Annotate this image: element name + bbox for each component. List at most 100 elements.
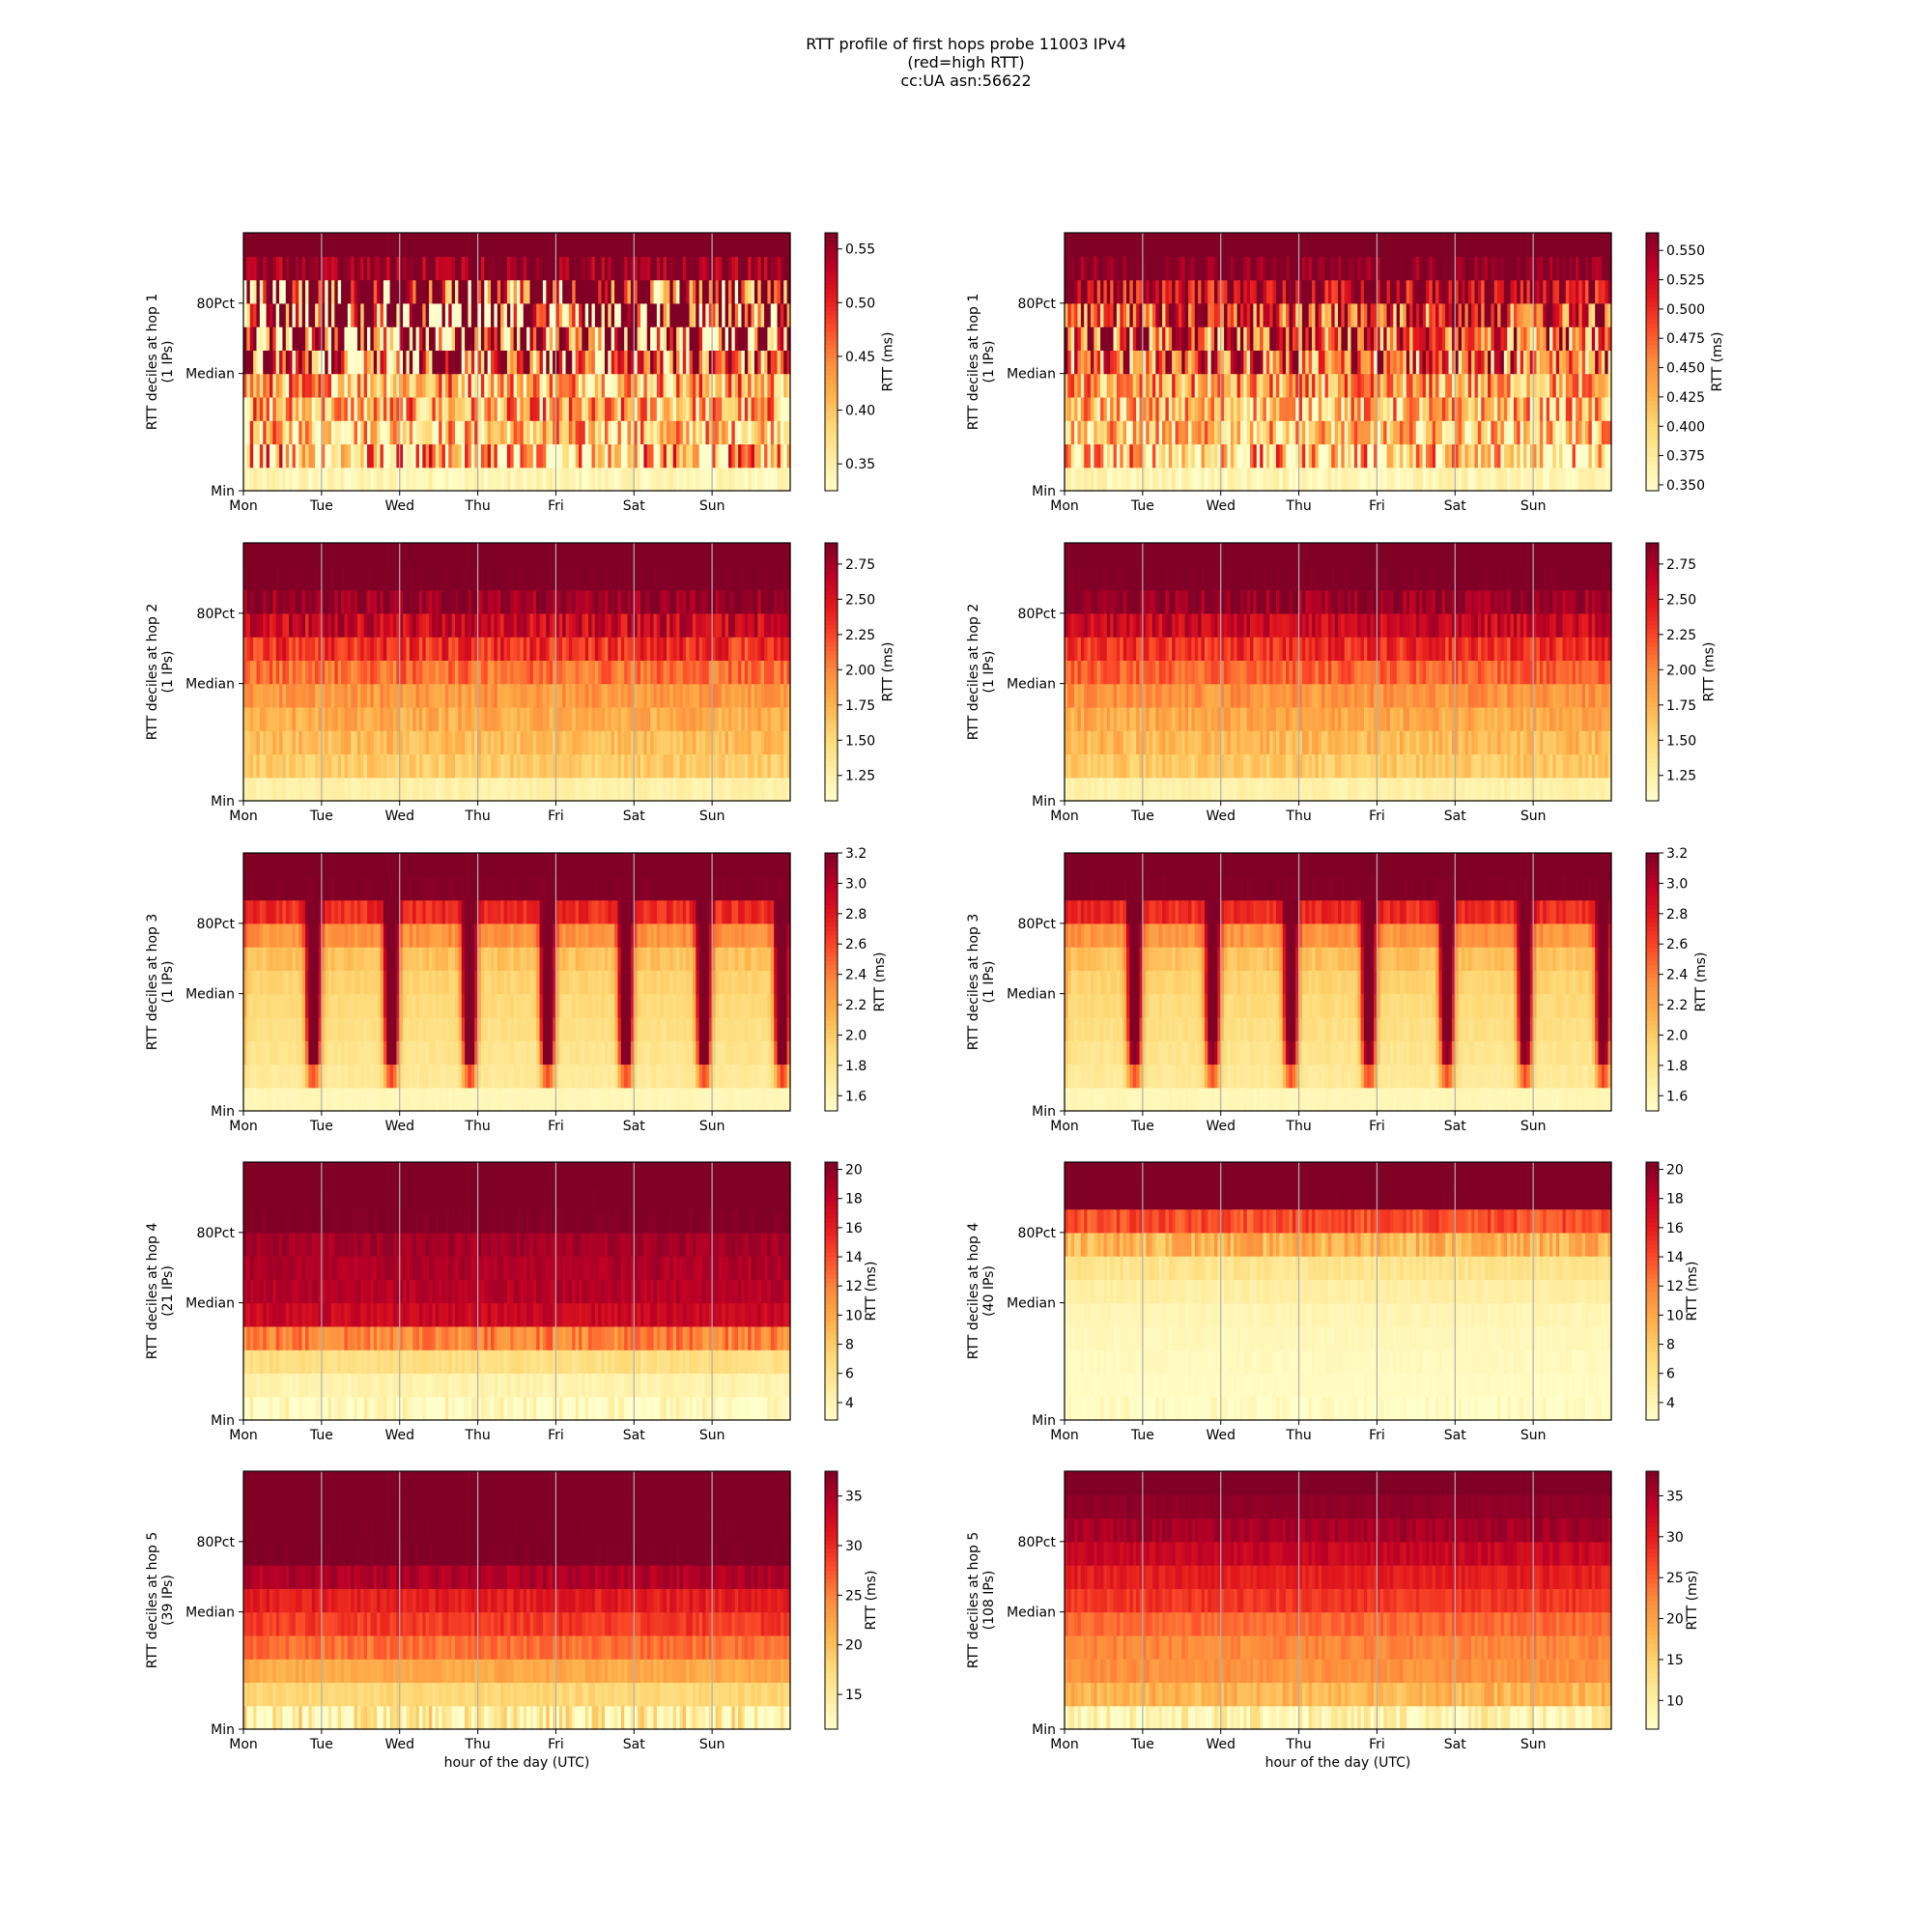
x-tick-label: Tue: [1130, 498, 1154, 514]
colorbar-segment: [1646, 242, 1659, 246]
colorbar-segment: [1646, 237, 1659, 242]
colorbar-segment: [825, 323, 838, 327]
colorbar-tick-label: 0.55: [845, 242, 875, 258]
colorbar-segment: [1646, 387, 1659, 392]
colorbar-segment: [825, 417, 838, 422]
colorbar-segment: [825, 245, 838, 250]
colorbar-segment: [1646, 417, 1659, 422]
colorbar-segment: [825, 331, 838, 336]
x-tick-label: Sun: [699, 498, 725, 514]
colorbar-segment: [1646, 254, 1659, 259]
colorbar-tick-label: 0.375: [1666, 449, 1705, 465]
colorbar-segment: [1646, 259, 1659, 264]
colorbar-segment: [825, 422, 838, 427]
colorbar-segment: [1646, 370, 1659, 375]
colorbar-segment: [1646, 482, 1659, 487]
colorbar-segment: [825, 465, 838, 469]
colorbar-segment: [825, 409, 838, 413]
colorbar-segment: [1646, 289, 1659, 294]
colorbar-segment: [1646, 392, 1659, 397]
y-tick-label: Median: [1007, 367, 1056, 383]
x-tick-label: Thu: [464, 498, 490, 514]
colorbar-segment: [1646, 315, 1659, 320]
colorbar-segment: [1646, 422, 1659, 427]
colorbar-tick-label: 0.475: [1666, 331, 1705, 347]
colorbar-segment: [1646, 384, 1659, 388]
colorbar-segment: [1646, 327, 1659, 332]
colorbar-segment: [1646, 456, 1659, 461]
colorbar-segment: [1646, 271, 1659, 276]
colorbar-tick-label: 0.350: [1666, 478, 1705, 494]
colorbar-segment: [825, 426, 838, 431]
colorbar-segment: [825, 473, 838, 478]
y-tick-label: Median: [185, 367, 235, 383]
colorbar-segment: [825, 448, 838, 453]
colorbar-tick-label: 0.40: [845, 404, 875, 419]
colorbar-segment: [1646, 250, 1659, 255]
colorbar-segment: [825, 478, 838, 483]
colorbar-segment: [825, 405, 838, 410]
colorbar-segment: [1646, 405, 1659, 410]
colorbar-segment: [825, 431, 838, 436]
colorbar-tick-label: 0.500: [1666, 302, 1705, 318]
colorbar-segment: [825, 345, 838, 350]
colorbar-segment: [1646, 293, 1659, 298]
colorbar-segment: [825, 336, 838, 341]
colorbar-segment: [825, 315, 838, 320]
colorbar-label: RTT (ms): [1710, 332, 1725, 392]
colorbar-segment: [1646, 469, 1659, 474]
colorbar-segment: [1646, 465, 1659, 469]
colorbar-segment: [825, 456, 838, 461]
x-tick-label: Sat: [623, 498, 645, 514]
colorbar-segment: [1646, 426, 1659, 431]
colorbar-segment: [1646, 310, 1659, 315]
y-tick-label: Min: [211, 484, 235, 499]
colorbar-segment: [1646, 276, 1659, 281]
x-tick-label: Sat: [1444, 498, 1466, 514]
colorbar-segment: [1646, 306, 1659, 311]
colorbar-segment: [825, 401, 838, 406]
colorbar-segment: [1646, 280, 1659, 285]
y-tick-label: 80Pct: [197, 297, 236, 312]
colorbar-segment: [825, 289, 838, 294]
colorbar-tick-label: 0.35: [845, 457, 875, 472]
colorbar-segment: [825, 440, 838, 444]
colorbar-tick-label: 0.525: [1666, 273, 1705, 289]
colorbar-segment: [825, 280, 838, 285]
colorbar-segment: [825, 379, 838, 384]
colorbar-segment: [1646, 409, 1659, 413]
colorbar-segment: [825, 284, 838, 289]
colorbar-segment: [1646, 340, 1659, 345]
y-axis-label: RTT deciles at hop 1: [966, 294, 981, 431]
x-tick-label: Fri: [1369, 498, 1385, 514]
colorbar-segment: [1646, 401, 1659, 406]
colorbar-segment: [1646, 301, 1659, 306]
colorbar-segment: [825, 293, 838, 298]
colorbar-segment: [825, 259, 838, 264]
colorbar-segment: [825, 469, 838, 474]
colorbar-segment: [825, 271, 838, 276]
colorbar-segment: [1646, 298, 1659, 302]
colorbar-segment: [825, 392, 838, 397]
y-axis-label-ips: (1 IPs): [160, 341, 176, 384]
colorbar-segment: [825, 366, 838, 371]
colorbar-segment: [1646, 323, 1659, 327]
colorbar-segment: [825, 298, 838, 302]
x-tick-label: Mon: [1050, 498, 1079, 514]
colorbar-segment: [1646, 452, 1659, 457]
colorbar-segment: [825, 233, 838, 238]
colorbar-segment: [825, 384, 838, 388]
colorbar-segment: [1646, 349, 1659, 354]
colorbar-segment: [1646, 440, 1659, 444]
x-tick-label: Thu: [1285, 498, 1311, 514]
colorbar-segment: [1646, 379, 1659, 384]
colorbar-segment: [1646, 366, 1659, 371]
colorbar-tick-label: 0.425: [1666, 390, 1705, 406]
y-axis-label-ips: (1 IPs): [981, 341, 997, 384]
colorbar-segment: [825, 370, 838, 375]
colorbar-segment: [825, 396, 838, 401]
colorbar-segment: [825, 276, 838, 281]
colorbar-segment: [825, 237, 838, 242]
colorbar-segment: [1646, 413, 1659, 418]
